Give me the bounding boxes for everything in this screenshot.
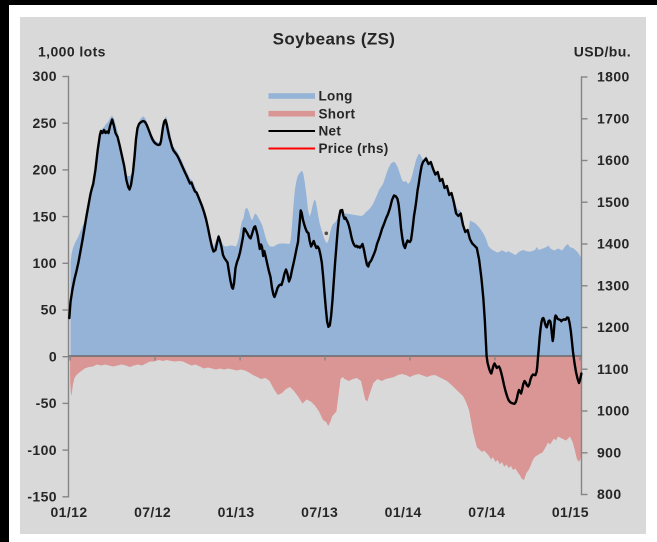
svg-text:07/12: 07/12 xyxy=(134,504,171,520)
svg-text:1200: 1200 xyxy=(597,319,630,335)
svg-text:07/14: 07/14 xyxy=(468,504,505,520)
svg-text:1500: 1500 xyxy=(597,194,630,210)
svg-text:200: 200 xyxy=(32,162,57,178)
svg-text:1400: 1400 xyxy=(597,236,630,252)
svg-text:Short: Short xyxy=(319,106,356,121)
svg-text:300: 300 xyxy=(32,68,57,84)
svg-text:1000: 1000 xyxy=(597,403,630,419)
svg-text:800: 800 xyxy=(597,486,622,502)
svg-text:-50: -50 xyxy=(36,395,57,411)
svg-text:-100: -100 xyxy=(27,442,57,458)
svg-text:0: 0 xyxy=(49,348,57,364)
svg-text:-150: -150 xyxy=(27,489,57,505)
svg-text:900: 900 xyxy=(597,444,622,460)
svg-text:Net: Net xyxy=(319,124,342,139)
svg-text:01/15: 01/15 xyxy=(552,504,589,520)
svg-text:250: 250 xyxy=(32,115,57,131)
svg-text:USD/bu.: USD/bu. xyxy=(574,44,631,60)
svg-text:Price (rhs): Price (rhs) xyxy=(319,141,389,156)
svg-text:100: 100 xyxy=(32,255,57,271)
svg-text:50: 50 xyxy=(41,302,57,318)
svg-text:01/12: 01/12 xyxy=(50,504,87,520)
svg-text:Long: Long xyxy=(319,89,353,104)
svg-text:1300: 1300 xyxy=(597,277,630,293)
svg-text:1,000 lots: 1,000 lots xyxy=(38,44,106,60)
svg-text:1600: 1600 xyxy=(597,152,630,168)
svg-text:1800: 1800 xyxy=(597,69,630,85)
svg-text:1700: 1700 xyxy=(597,111,630,127)
svg-text:01/13: 01/13 xyxy=(218,504,255,520)
svg-text:150: 150 xyxy=(32,208,57,224)
svg-text:Soybeans (ZS): Soybeans (ZS) xyxy=(273,30,396,49)
svg-text:1100: 1100 xyxy=(597,361,629,377)
svg-text:01/14: 01/14 xyxy=(385,504,422,520)
svg-text:07/13: 07/13 xyxy=(301,504,338,520)
